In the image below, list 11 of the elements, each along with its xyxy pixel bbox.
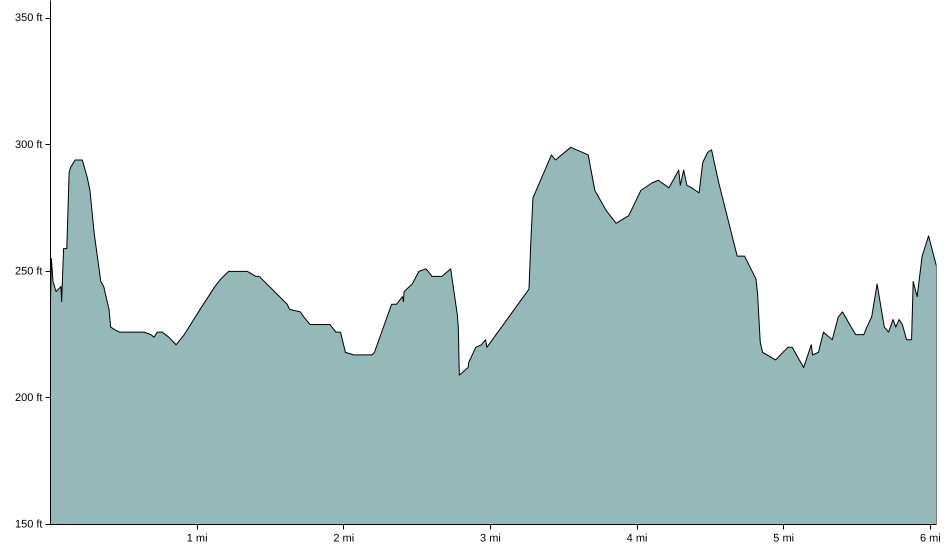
x-tick-label: 5 mi xyxy=(773,532,794,544)
x-tick-label: 2 mi xyxy=(333,532,354,544)
y-tick-label: 150 ft xyxy=(14,518,43,530)
y-tick-label: 250 ft xyxy=(14,265,43,278)
y-tick-label: 200 ft xyxy=(14,392,43,404)
y-tick-label: 300 ft xyxy=(14,138,43,151)
x-tick-label: 6 mi xyxy=(920,532,941,544)
y-tick-label: 350 ft xyxy=(14,12,43,24)
x-tick-label: 1 mi xyxy=(186,532,208,544)
x-tick-label: 3 mi xyxy=(480,532,501,544)
x-tick-label: 4 mi xyxy=(626,532,648,544)
